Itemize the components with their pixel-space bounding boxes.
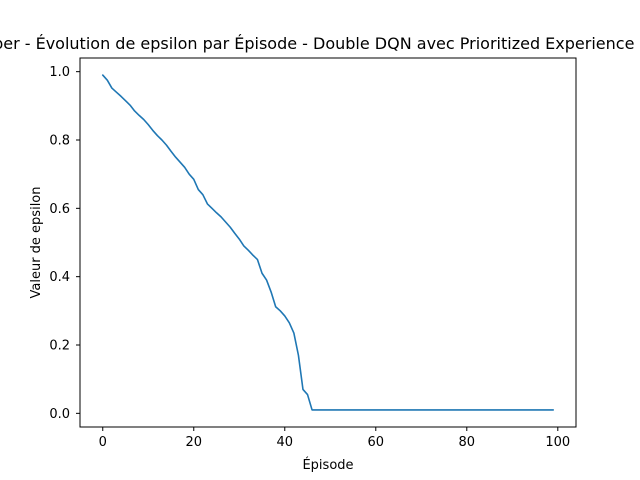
x-axis-label: Épisode — [302, 457, 353, 473]
x-tick-label: 20 — [185, 435, 202, 450]
y-axis-label: Valeur de epsilon — [29, 187, 44, 299]
plot-area-frame — [79, 57, 577, 428]
chart-title: Chomber - Évolution de epsilon par Épiso… — [0, 34, 640, 53]
y-tick-label: 0.0 — [49, 407, 70, 422]
x-tick-label: 80 — [459, 435, 476, 450]
x-tick-label: 40 — [276, 435, 293, 450]
y-tick-label: 0.8 — [49, 134, 70, 149]
epsilon-series-line — [101, 74, 555, 411]
y-tick-label: 1.0 — [49, 65, 70, 80]
y-axis-ticks: 0.0 0.2 0.4 0.6 0.8 1.0 — [49, 65, 80, 422]
x-axis-ticks: 0 20 40 60 80 100 — [99, 427, 570, 450]
x-tick-label: 60 — [368, 435, 385, 450]
y-tick-label: 0.6 — [49, 202, 70, 217]
y-tick-label: 0.4 — [49, 270, 70, 285]
y-tick-label: 0.2 — [49, 339, 70, 354]
x-tick-label: 100 — [545, 435, 570, 450]
x-tick-label: 0 — [99, 435, 107, 450]
